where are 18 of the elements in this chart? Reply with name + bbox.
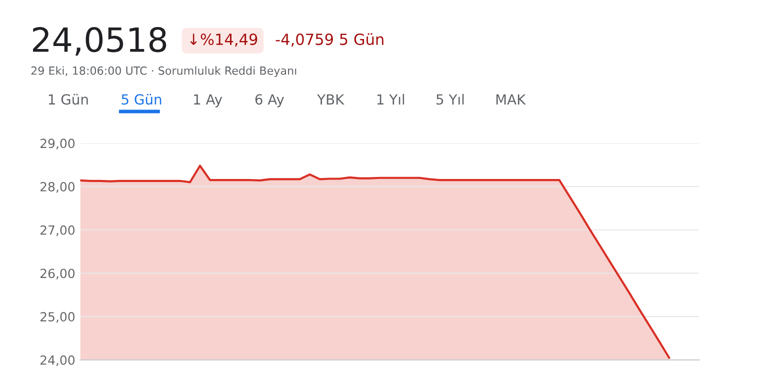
- text: 6 Ay: [255, 94, 284, 108]
- text: 5 Gün: [122, 94, 162, 105]
- y-tick-label: 28,00: [40, 182, 75, 193]
- chart-title: 24,0518: [33, 27, 166, 56]
- y-tick-label: 29,00: [40, 138, 75, 150]
- text: -4,0759 5 Gün: [276, 33, 384, 47]
- text: ↓%14,49: [190, 34, 258, 47]
- text: YBK: [317, 94, 344, 104]
- text: 5 Yıl: [436, 94, 464, 105]
- text: MAK: [496, 94, 526, 104]
- text: 1 Yıl: [377, 94, 404, 104]
- y-tick-label: 25,00: [40, 312, 75, 323]
- y-tick-label: 27,00: [40, 225, 75, 236]
- text: 1 Gün: [48, 94, 88, 105]
- y-tick-label: 24,00: [40, 355, 75, 366]
- text: 29 Eki, 18:06:00 UTC · Sorumluluk Reddi Beyanı: [31, 66, 296, 77]
- text: 1 Ay: [194, 94, 222, 108]
- y-tick-label: 26,00: [40, 268, 75, 280]
